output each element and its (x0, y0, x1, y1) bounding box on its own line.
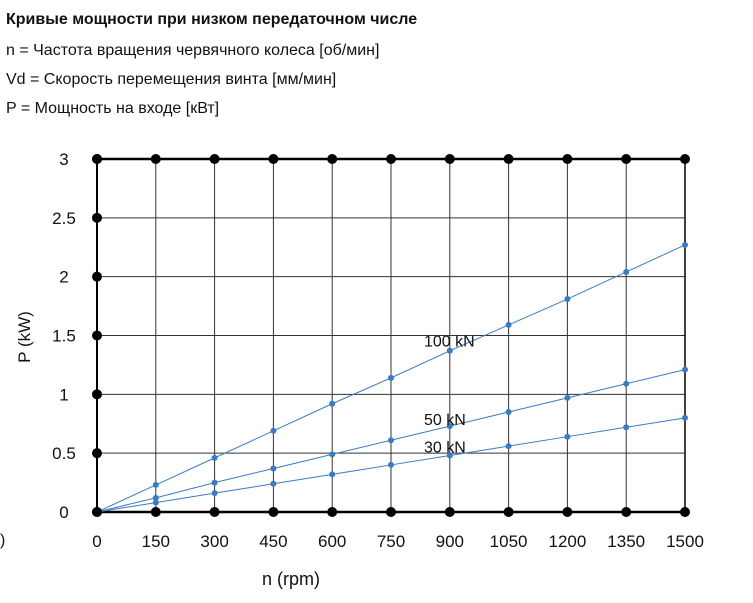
top-edge-dot (386, 154, 396, 164)
data-point (446, 452, 453, 459)
left-axis-dot (92, 507, 102, 517)
bottom-edge-dot (562, 507, 573, 517)
data-point (388, 437, 394, 444)
bottom-edge-dot (680, 507, 690, 517)
left-axis-dot (92, 212, 102, 223)
clipped-tick-fragment: ) (0, 532, 6, 549)
y-tick-label: 3 (59, 150, 68, 169)
data-point (270, 480, 277, 487)
data-point (211, 490, 218, 497)
x-tick-label: 150 (142, 532, 170, 551)
data-point (564, 296, 571, 303)
left-axis-dot (92, 271, 102, 282)
data-point (152, 499, 159, 506)
legend-vd-definition: Vd = Скорость перемещения винта [мм/мин] (6, 71, 337, 88)
series-label: 100 kN (424, 333, 475, 350)
data-point (564, 394, 571, 401)
bottom-edge-dot (150, 507, 161, 517)
data-point (329, 471, 336, 478)
bottom-edge-dot (209, 507, 220, 517)
grid-lines (96, 158, 686, 513)
data-point (505, 321, 512, 328)
top-edge-dot (562, 154, 573, 164)
data-point (152, 481, 159, 488)
left-axis-dot (92, 154, 102, 164)
series-label: 50 kN (424, 412, 466, 429)
legend-p-definition: P = Мощность на входе [кВт] (6, 100, 220, 117)
data-point (329, 451, 336, 458)
bottom-edge-dot (268, 507, 279, 517)
grid-intersection-dots (92, 154, 690, 517)
data-point (211, 454, 218, 461)
data-point (446, 423, 453, 430)
data-point (682, 241, 688, 248)
x-tick-label: 1500 (666, 532, 704, 551)
legend-n-definition: n = Частота вращения червячного колеса [… (6, 42, 380, 59)
data-point (623, 424, 630, 431)
tick-labels: 0 150 300 450 600 750 900 1050 1200 1350 1500 0 0.5 1… (52, 150, 704, 551)
left-axis-dot (92, 330, 102, 341)
y-tick-label: 1 (59, 385, 68, 404)
x-tick-label: 600 (318, 532, 346, 551)
data-point (270, 465, 277, 472)
left-axis-dot (92, 448, 102, 459)
top-edge-dot (209, 154, 220, 164)
data-point (388, 461, 394, 468)
x-tick-label: 750 (377, 532, 405, 551)
y-axis-label: P (kW) (15, 311, 34, 363)
x-axis-label: n (rpm) (262, 569, 320, 589)
x-tick-label: 300 (200, 532, 228, 551)
x-tick-label: 1050 (490, 532, 528, 551)
bottom-edge-dot (386, 507, 396, 517)
y-tick-label: 2.5 (52, 209, 76, 228)
data-point (211, 479, 218, 486)
x-tick-label: 1350 (607, 532, 645, 551)
bottom-edge-dot (621, 507, 632, 517)
series-lines (96, 241, 688, 513)
data-point (388, 374, 394, 381)
y-tick-label: 0 (59, 503, 68, 522)
data-point (564, 433, 571, 440)
x-tick-label: 0 (92, 532, 101, 551)
data-point (446, 347, 453, 354)
data-point (152, 494, 159, 501)
x-tick-label: 1200 (548, 532, 586, 551)
y-tick-label: 2 (59, 268, 68, 287)
data-point (329, 400, 336, 407)
bottom-edge-dot (327, 507, 338, 517)
top-edge-dot (503, 154, 514, 164)
data-point (505, 443, 512, 450)
data-point (682, 366, 688, 373)
top-edge-dot (621, 154, 632, 164)
data-point (505, 408, 512, 415)
data-point (623, 268, 630, 275)
top-edge-dot (150, 154, 161, 164)
top-edge-dot (327, 154, 338, 164)
series-label: 30 kN (424, 439, 466, 456)
left-axis-dot (92, 389, 102, 400)
series-labels: 100 kN 50 kN 30 kN (424, 333, 475, 456)
y-tick-label: 1.5 (52, 327, 76, 346)
y-tick-label: 0.5 (52, 444, 76, 463)
top-edge-dot (268, 154, 279, 164)
data-point (270, 427, 277, 434)
bottom-edge-dot (503, 507, 514, 517)
top-edge-dot (444, 154, 455, 164)
chart-title: Кривые мощности при низком передаточном … (6, 11, 418, 28)
top-edge-dot (680, 154, 690, 164)
x-tick-label: 900 (436, 532, 464, 551)
data-point (623, 380, 630, 387)
data-point (682, 414, 688, 421)
x-tick-label: 450 (259, 532, 287, 551)
bottom-edge-dot (444, 507, 455, 517)
